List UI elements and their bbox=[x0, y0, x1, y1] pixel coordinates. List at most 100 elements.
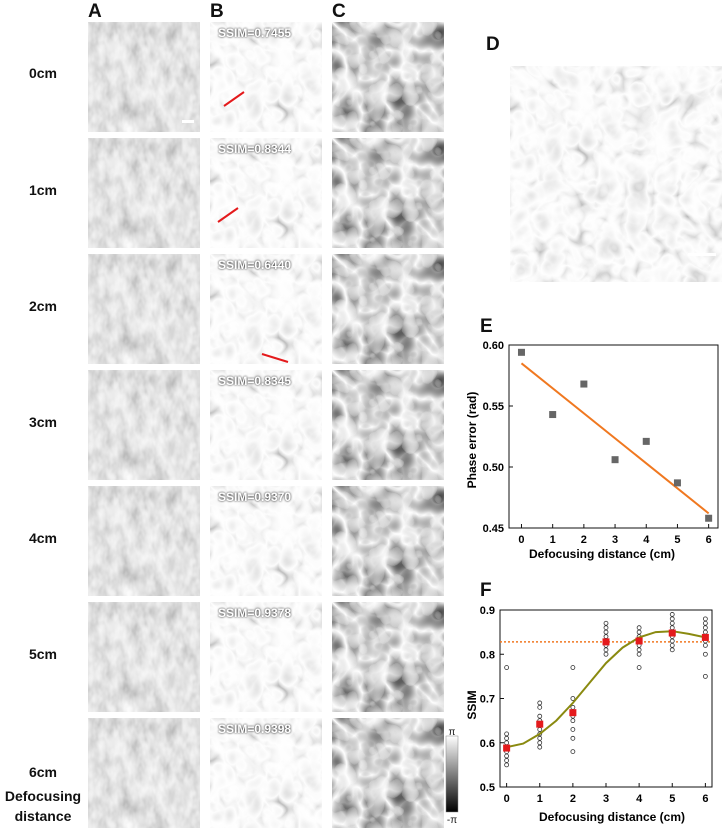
mean-point bbox=[701, 633, 709, 641]
mean-point bbox=[536, 720, 544, 728]
chart-f-xlabel: Defocusing distance (cm) bbox=[539, 810, 685, 824]
data-point bbox=[673, 479, 681, 487]
x-tick-label: 2 bbox=[581, 534, 587, 546]
row-label-5cm: 5cm bbox=[28, 646, 58, 662]
ssim-label: SSIM=0.8344 bbox=[218, 142, 292, 156]
sample-point bbox=[636, 651, 642, 657]
panel-label-e: E bbox=[480, 316, 493, 337]
sample-point bbox=[537, 740, 543, 746]
tile-c-5cm bbox=[332, 602, 444, 712]
scale-bar bbox=[304, 120, 316, 123]
chart-e-frame bbox=[508, 344, 719, 529]
sample-point bbox=[669, 620, 675, 626]
colorbar: π -π bbox=[445, 728, 459, 824]
chart-f-ylabel: SSIM bbox=[465, 690, 479, 719]
row-label-0cm: 0cm bbox=[28, 65, 58, 81]
ssim-label: SSIM=0.9398 bbox=[218, 722, 292, 736]
sample-point bbox=[636, 629, 642, 635]
panel-label-c: C bbox=[332, 1, 346, 22]
sample-point bbox=[537, 744, 543, 750]
data-point bbox=[549, 411, 557, 419]
x-tick-label: 1 bbox=[537, 793, 543, 805]
tile-a-3cm bbox=[88, 370, 200, 480]
sample-point bbox=[603, 647, 609, 653]
x-tick-label: 6 bbox=[706, 534, 712, 546]
sample-point bbox=[603, 625, 609, 631]
row-label-4cm: 4cm bbox=[28, 530, 58, 546]
row-label-3cm: 3cm bbox=[28, 414, 58, 430]
image-d bbox=[510, 66, 722, 282]
y-tick-label: 0.50 bbox=[483, 462, 504, 474]
x-tick-label: 1 bbox=[550, 534, 556, 546]
panel-label-b: B bbox=[210, 1, 224, 22]
sample-point bbox=[504, 762, 510, 768]
colorbar-bottom-label: -π bbox=[447, 815, 457, 824]
tile-b-3cm: SSIM=0.8345 bbox=[210, 370, 322, 480]
row-label-1cm: 1cm bbox=[28, 182, 58, 198]
x-tick-label: 5 bbox=[669, 793, 675, 805]
tile-b-5cm: SSIM=0.9378 bbox=[210, 602, 322, 712]
sample-point bbox=[570, 718, 576, 724]
tile-c-6cm bbox=[332, 718, 444, 828]
distance-label: distance bbox=[14, 808, 72, 824]
sample-point bbox=[537, 700, 543, 706]
sample-point bbox=[702, 625, 708, 631]
tile-a-2cm bbox=[88, 254, 200, 364]
mean-point bbox=[668, 629, 676, 637]
y-tick-label: 0.8 bbox=[480, 649, 495, 661]
sample-point bbox=[636, 665, 642, 670]
sample-point bbox=[669, 625, 675, 631]
sample-point bbox=[636, 625, 642, 631]
red-arrow bbox=[261, 353, 289, 363]
sample-point bbox=[504, 758, 510, 763]
tile-a-0cm bbox=[88, 22, 200, 132]
data-point bbox=[580, 380, 588, 388]
sample-point bbox=[570, 665, 576, 670]
sample-point bbox=[570, 704, 576, 710]
sample-point bbox=[570, 735, 576, 741]
sample-point bbox=[603, 620, 609, 626]
sample-point bbox=[504, 753, 510, 759]
row-label-2cm: 2cm bbox=[28, 298, 58, 314]
tile-c-0cm bbox=[332, 22, 444, 132]
scale-bar bbox=[182, 120, 194, 123]
sample-point bbox=[669, 638, 675, 644]
ssim-label: SSIM=0.8345 bbox=[218, 374, 292, 388]
data-point bbox=[611, 456, 619, 464]
data-point bbox=[642, 437, 650, 445]
tile-a-5cm bbox=[88, 602, 200, 712]
tile-b-2cm: SSIM=0.6440 bbox=[210, 254, 322, 364]
ssim-label: SSIM=0.9370 bbox=[218, 490, 292, 504]
sample-point bbox=[537, 727, 543, 732]
mean-point bbox=[602, 638, 610, 646]
sample-point bbox=[669, 612, 675, 617]
sample-point bbox=[669, 643, 675, 648]
x-tick-label: 3 bbox=[612, 534, 618, 546]
sample-point bbox=[570, 749, 576, 755]
tile-c-2cm bbox=[332, 254, 444, 364]
y-tick-label: 0.55 bbox=[483, 401, 504, 413]
sample-point bbox=[504, 740, 510, 746]
red-arrow bbox=[223, 91, 245, 107]
sample-point bbox=[702, 651, 708, 657]
panel-label-d: D bbox=[486, 34, 500, 55]
sample-point bbox=[570, 727, 576, 732]
mean-point bbox=[503, 744, 511, 752]
x-tick-label: 3 bbox=[603, 793, 609, 805]
red-arrow bbox=[217, 207, 239, 223]
mean-point bbox=[569, 709, 577, 717]
chart-e-xlabel: Defocusing distance (cm) bbox=[529, 547, 675, 561]
tile-a-4cm bbox=[88, 486, 200, 596]
data-point bbox=[517, 348, 525, 356]
x-tick-label: 4 bbox=[636, 793, 643, 805]
tile-a-6cm bbox=[88, 718, 200, 828]
panel-label-a: A bbox=[88, 1, 102, 22]
sample-point bbox=[702, 616, 708, 622]
x-tick-label: 5 bbox=[674, 534, 680, 546]
tile-c-4cm bbox=[332, 486, 444, 596]
sample-point bbox=[570, 696, 576, 701]
ssim-label: SSIM=0.6440 bbox=[218, 258, 292, 272]
sample-point bbox=[504, 665, 510, 670]
chart-f: SSIM Defocusing distance (cm) 0 1 2 3 4 5 6 0.5… bbox=[465, 605, 713, 824]
tile-b-6cm: SSIM=0.9398 bbox=[210, 718, 322, 828]
